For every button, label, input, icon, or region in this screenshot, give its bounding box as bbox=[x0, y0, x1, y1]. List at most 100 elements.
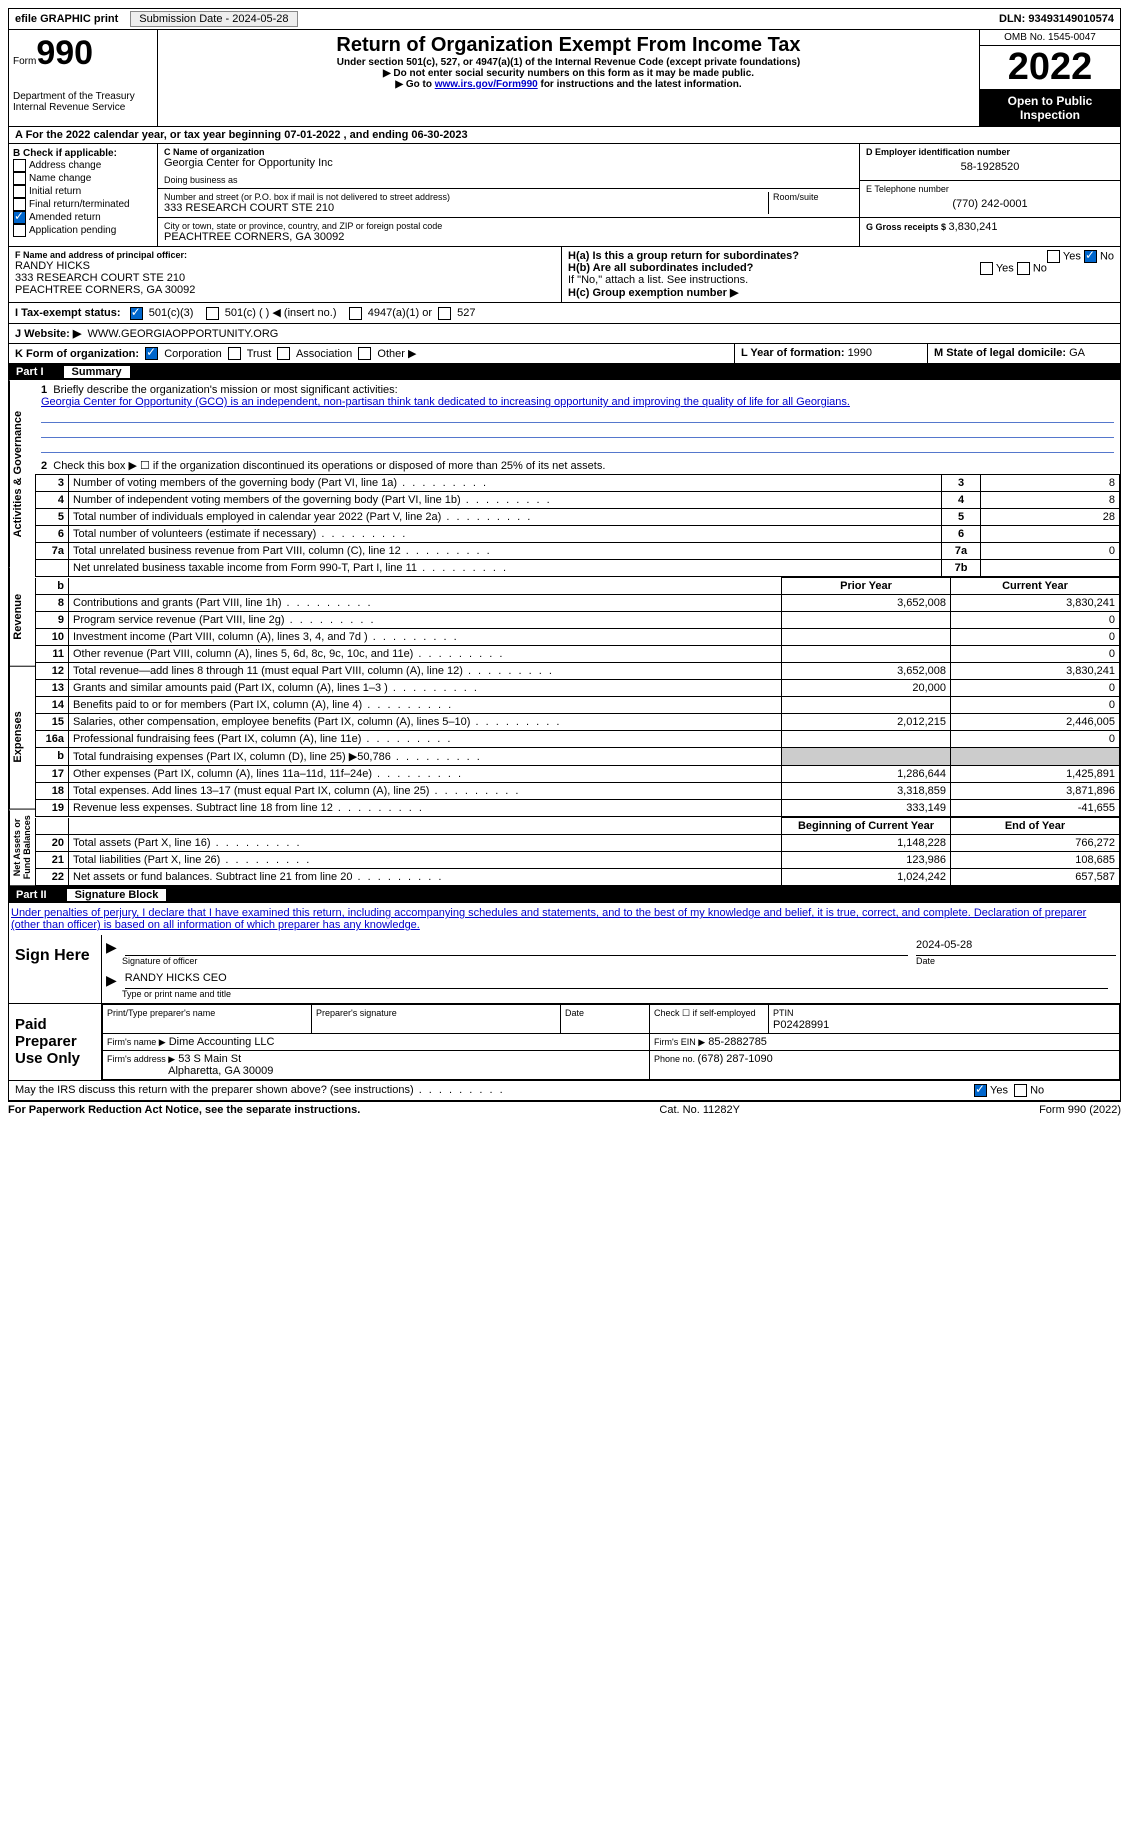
checkbox-assoc[interactable] bbox=[277, 347, 290, 360]
l1-label: Briefly describe the organization's miss… bbox=[53, 384, 397, 396]
cb-label: Address change bbox=[29, 160, 101, 171]
pp-date-label: Date bbox=[565, 1008, 584, 1018]
row-a-tax-year: A For the 2022 calendar year, or tax yea… bbox=[8, 127, 1121, 144]
form-title: Return of Organization Exempt From Incom… bbox=[162, 34, 975, 57]
checkbox-501c[interactable] bbox=[206, 307, 219, 320]
submission-date-button[interactable]: Submission Date - 2024-05-28 bbox=[130, 11, 297, 27]
checkbox-trust[interactable] bbox=[228, 347, 241, 360]
checkbox-hb-no[interactable] bbox=[1017, 262, 1030, 275]
checkbox-501c3[interactable] bbox=[130, 307, 143, 320]
checkbox-ha-yes[interactable] bbox=[1047, 250, 1060, 263]
tax-year: 2022 bbox=[980, 46, 1120, 90]
checkbox-corp[interactable] bbox=[145, 347, 158, 360]
firm-addr-label: Firm's address ▶ bbox=[107, 1054, 175, 1064]
cb-label: Final return/terminated bbox=[29, 199, 130, 210]
cb-label: Application pending bbox=[29, 225, 116, 236]
row-a-pre: A For the 2022 calendar year, or tax yea… bbox=[15, 129, 284, 141]
dba-label: Doing business as bbox=[164, 175, 853, 185]
sig-date: 2024-05-28 bbox=[916, 939, 1116, 956]
cb-label: Name change bbox=[29, 173, 91, 184]
sign-here-label: Sign Here bbox=[9, 935, 102, 1003]
paid-preparer-label: Paid Preparer Use Only bbox=[9, 1004, 102, 1080]
phone-value: (770) 242-0001 bbox=[866, 194, 1114, 214]
dept-treasury: Department of the Treasury bbox=[13, 91, 153, 102]
form990-link[interactable]: www.irs.gov/Form990 bbox=[435, 79, 538, 90]
paid-preparer-block: Paid Preparer Use Only Print/Type prepar… bbox=[8, 1004, 1121, 1081]
opt-527: 527 bbox=[457, 307, 475, 319]
checkbox-discuss-no[interactable] bbox=[1014, 1084, 1027, 1097]
l2-text: Check this box ▶ ☐ if the organization d… bbox=[53, 460, 605, 472]
table-row: 21Total liabilities (Part X, line 26)123… bbox=[36, 852, 1120, 869]
firm-phone: (678) 287-1090 bbox=[698, 1053, 773, 1065]
section-bcd: B Check if applicable: Address change Na… bbox=[8, 144, 1121, 247]
row-i: I Tax-exempt status: 501(c)(3) 501(c) ( … bbox=[8, 303, 1121, 324]
form-header: Form990 Department of the Treasury Inter… bbox=[8, 30, 1121, 127]
checkbox-initial-return[interactable] bbox=[13, 185, 26, 198]
checkbox-other[interactable] bbox=[358, 347, 371, 360]
table-row: 12Total revenue—add lines 8 through 11 (… bbox=[36, 663, 1120, 680]
dln-label: DLN: 93493149010574 bbox=[993, 11, 1120, 27]
street-value: 333 RESEARCH COURT STE 210 bbox=[164, 202, 764, 214]
checkbox-4947[interactable] bbox=[349, 307, 362, 320]
officer-label: F Name and address of principal officer: bbox=[15, 250, 555, 260]
date-label: Date bbox=[916, 956, 1116, 966]
hb-label: H(b) Are all subordinates included? bbox=[568, 262, 753, 274]
part2-num: Part II bbox=[16, 889, 67, 901]
col-b-header: B Check if applicable: bbox=[13, 148, 153, 159]
part1-num: Part I bbox=[16, 366, 64, 378]
top-bar: efile GRAPHIC print Submission Date - 20… bbox=[8, 8, 1121, 30]
phone-label: E Telephone number bbox=[866, 184, 1114, 194]
table-row: 5Total number of individuals employed in… bbox=[36, 509, 1120, 526]
declaration-text: Under penalties of perjury, I declare th… bbox=[8, 903, 1121, 935]
table-row: 7aTotal unrelated business revenue from … bbox=[36, 543, 1120, 560]
cb-label: Initial return bbox=[29, 186, 81, 197]
table-net-header: Beginning of Current Year End of Year 20… bbox=[35, 817, 1120, 886]
tax-year-end: 06-30-2023 bbox=[411, 129, 467, 141]
table-row: 3Number of voting members of the governi… bbox=[36, 475, 1120, 492]
street-label: Number and street (or P.O. box if mail i… bbox=[164, 192, 764, 202]
firm-addr2: Alpharetta, GA 30009 bbox=[168, 1065, 273, 1077]
footer-right: Form 990 (2022) bbox=[1039, 1104, 1121, 1116]
checkbox-application-pending[interactable] bbox=[13, 224, 26, 237]
tax-exempt-label: I Tax-exempt status: bbox=[15, 307, 121, 319]
domicile-label: M State of legal domicile: bbox=[934, 347, 1069, 359]
sig-officer-label: Signature of officer bbox=[122, 956, 916, 966]
checkbox-527[interactable] bbox=[438, 307, 451, 320]
yes-label: Yes bbox=[996, 262, 1014, 274]
checkbox-name-change[interactable] bbox=[13, 172, 26, 185]
yes-label: Yes bbox=[1063, 250, 1081, 262]
row-j: J Website: ▶ WWW.GEORGIAOPPORTUNITY.ORG bbox=[8, 324, 1121, 344]
table-row: 14Benefits paid to or for members (Part … bbox=[36, 697, 1120, 714]
checkbox-amended-return[interactable] bbox=[13, 211, 26, 224]
checkbox-address-change[interactable] bbox=[13, 159, 26, 172]
omb-number: OMB No. 1545-0047 bbox=[980, 30, 1120, 46]
checkbox-hb-yes[interactable] bbox=[980, 262, 993, 275]
hc-label: H(c) Group exemption number ▶ bbox=[568, 286, 1114, 299]
table-row: 9Program service revenue (Part VIII, lin… bbox=[36, 612, 1120, 629]
firm-addr1: 53 S Main St bbox=[178, 1053, 241, 1065]
form-number: 990 bbox=[36, 34, 93, 72]
ein-label: D Employer identification number bbox=[866, 147, 1114, 157]
no-label: No bbox=[1100, 250, 1114, 262]
domicile-value: GA bbox=[1069, 347, 1085, 359]
row-a-mid: , and ending bbox=[340, 129, 411, 141]
opt-corp: Corporation bbox=[164, 348, 221, 360]
form-subtitle: Under section 501(c), 527, or 4947(a)(1)… bbox=[162, 57, 975, 68]
website-value: WWW.GEORGIAOPPORTUNITY.ORG bbox=[87, 328, 278, 340]
ha-label: H(a) Is this a group return for subordin… bbox=[568, 250, 799, 262]
footer-mid: Cat. No. 11282Y bbox=[659, 1104, 740, 1116]
firm-name-label: Firm's name ▶ bbox=[107, 1037, 166, 1047]
opt-trust: Trust bbox=[247, 348, 272, 360]
checkbox-discuss-yes[interactable] bbox=[974, 1084, 987, 1097]
ptin-value: P02428991 bbox=[773, 1019, 829, 1031]
form-note1: ▶ Do not enter social security numbers o… bbox=[162, 68, 975, 79]
table-row: 6Total number of volunteers (estimate if… bbox=[36, 526, 1120, 543]
table-row: 19Revenue less expenses. Subtract line 1… bbox=[36, 800, 1120, 817]
discuss-row: May the IRS discuss this return with the… bbox=[8, 1081, 1121, 1101]
part1-title: Summary bbox=[64, 366, 130, 378]
year-formation: 1990 bbox=[848, 347, 872, 359]
row-klm: K Form of organization: Corporation Trus… bbox=[8, 344, 1121, 365]
part2-header: Part II Signature Block bbox=[8, 887, 1121, 903]
checkbox-ha-no[interactable] bbox=[1084, 250, 1097, 263]
table-row: 17Other expenses (Part IX, column (A), l… bbox=[36, 766, 1120, 783]
